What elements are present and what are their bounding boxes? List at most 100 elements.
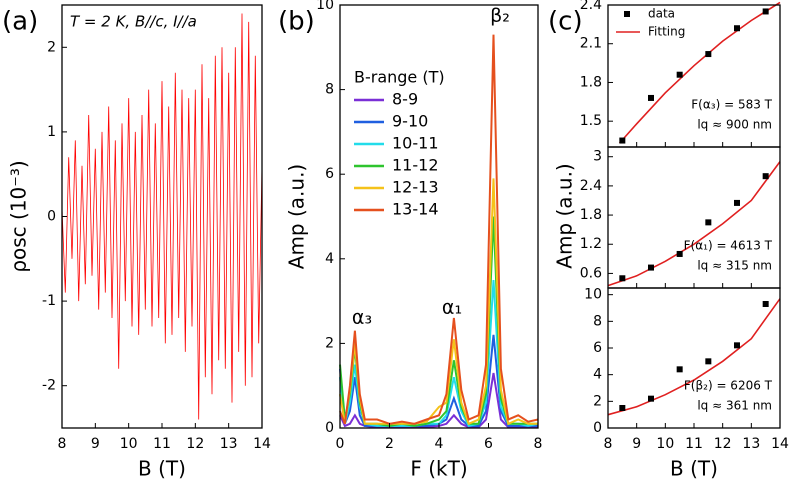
legend-title: B-range (T) — [354, 68, 445, 87]
legend-label: data — [648, 7, 675, 21]
annotation: lq ≈ 361 nm — [697, 399, 772, 413]
x-tick-label: 10 — [656, 436, 674, 452]
x-tick-label: 13 — [742, 436, 760, 452]
data-point — [762, 301, 769, 307]
y-tick-label: 2.4 — [580, 0, 602, 13]
x-tick-label: 11 — [153, 436, 171, 452]
y-tick-label: 0 — [593, 420, 602, 436]
peak-label: α₃ — [352, 307, 372, 329]
x-tick-label: 2 — [385, 436, 394, 452]
spectrum-line — [339, 34, 539, 425]
x-tick-label: 12 — [186, 436, 204, 452]
y-tick-label: 4 — [325, 251, 334, 267]
panel-label: (a) — [2, 7, 38, 37]
annotation: lq ≈ 315 nm — [697, 259, 772, 273]
fit-line — [618, 1, 781, 144]
y-tick-label: 2 — [325, 335, 334, 351]
legend-swatch — [624, 11, 630, 17]
x-axis-label: F (kT) — [410, 457, 467, 481]
legend-label: 12-13 — [392, 178, 439, 197]
x-tick-label: 11 — [685, 436, 703, 452]
y-tick-label: 8 — [593, 313, 602, 329]
y-tick-label: 8 — [325, 82, 334, 98]
y-tick-label: 1.8 — [580, 207, 602, 223]
data-point — [762, 173, 769, 180]
peak-label: α₁ — [442, 297, 462, 319]
panel-label: (c) — [548, 7, 583, 37]
data-point — [676, 366, 683, 373]
x-tick-label: 9 — [632, 436, 641, 452]
data-point — [648, 264, 654, 271]
y-tick-label: 6 — [593, 340, 602, 356]
fit-line — [607, 298, 781, 416]
y-tick-label: -2 — [42, 378, 56, 394]
y-tick-label: 0.6 — [580, 265, 602, 281]
x-tick-label: 14 — [771, 436, 789, 452]
data-point — [619, 137, 626, 144]
x-tick-label: 8 — [604, 436, 613, 452]
x-tick-label: 8 — [58, 436, 67, 452]
legend-label: 10-11 — [392, 134, 439, 153]
y-tick-label: 10 — [584, 287, 602, 303]
y-tick-label: 2.4 — [580, 178, 602, 194]
x-tick-label: 8 — [534, 436, 543, 452]
y-axis-label: Amp (a.u.) — [553, 163, 577, 268]
fit-line — [607, 161, 781, 287]
y-tick-label: 10 — [316, 0, 334, 13]
data-point — [705, 51, 712, 58]
annotation: T = 2 K, B//c, I//a — [70, 13, 197, 31]
legend-label: Fitting — [648, 25, 685, 39]
y-tick-label: 2.1 — [580, 36, 602, 52]
x-tick-label: 6 — [484, 436, 493, 452]
data-point — [676, 71, 683, 78]
y-tick-label: 2 — [593, 393, 602, 409]
data-point — [619, 275, 626, 282]
data-point — [648, 94, 654, 101]
data-point — [676, 250, 683, 257]
x-tick-label: 10 — [120, 436, 138, 452]
data-point — [619, 405, 626, 411]
data-point — [734, 25, 740, 32]
annotation: F(α₃) = 583 T — [691, 98, 772, 112]
panel-label: (b) — [278, 7, 315, 37]
y-axis-label: Amp (a.u.) — [285, 164, 309, 269]
y-tick-label: 0 — [325, 420, 334, 436]
x-tick-label: 0 — [336, 436, 345, 452]
x-tick-label: 14 — [253, 436, 271, 452]
x-tick-label: 4 — [435, 436, 444, 452]
data-point — [705, 358, 712, 365]
y-tick-label: 1.2 — [580, 236, 602, 252]
x-tick-label: 9 — [91, 436, 100, 452]
y-tick-label: 1 — [47, 124, 56, 140]
y-tick-label: 2 — [47, 39, 56, 55]
legend-label: 11-12 — [392, 156, 439, 175]
x-axis-label: B (T) — [670, 457, 718, 481]
y-tick-label: 1.5 — [580, 113, 602, 129]
oscillation-line — [61, 13, 263, 420]
y-tick-label: -1 — [42, 293, 56, 309]
y-axis-label: ρosc (10⁻³) — [7, 160, 31, 272]
annotation: F(α₁) = 4613 T — [684, 239, 773, 253]
legend-label: 9-10 — [392, 112, 428, 131]
y-tick-label: 4 — [593, 367, 602, 383]
data-point — [734, 342, 740, 349]
data-point — [705, 219, 712, 226]
data-point — [648, 395, 654, 402]
x-axis-label: B (T) — [138, 457, 186, 481]
x-tick-label: 12 — [714, 436, 732, 452]
x-tick-label: 13 — [220, 436, 238, 452]
legend-label: 8-9 — [392, 90, 418, 109]
peak-label: β₂ — [490, 5, 510, 27]
y-tick-label: 0 — [47, 209, 56, 225]
legend-label: 13-14 — [392, 200, 439, 219]
spectrum-line — [339, 178, 538, 426]
spectrum-line — [339, 279, 539, 428]
y-tick-label: 3 — [593, 149, 602, 165]
data-point — [734, 199, 740, 206]
y-tick-label: 1.8 — [580, 74, 602, 90]
spectrum-line — [339, 372, 538, 429]
annotation: F(β₂) = 6206 T — [684, 379, 773, 393]
spectrum-line — [339, 334, 538, 427]
y-tick-label: 6 — [325, 166, 334, 182]
